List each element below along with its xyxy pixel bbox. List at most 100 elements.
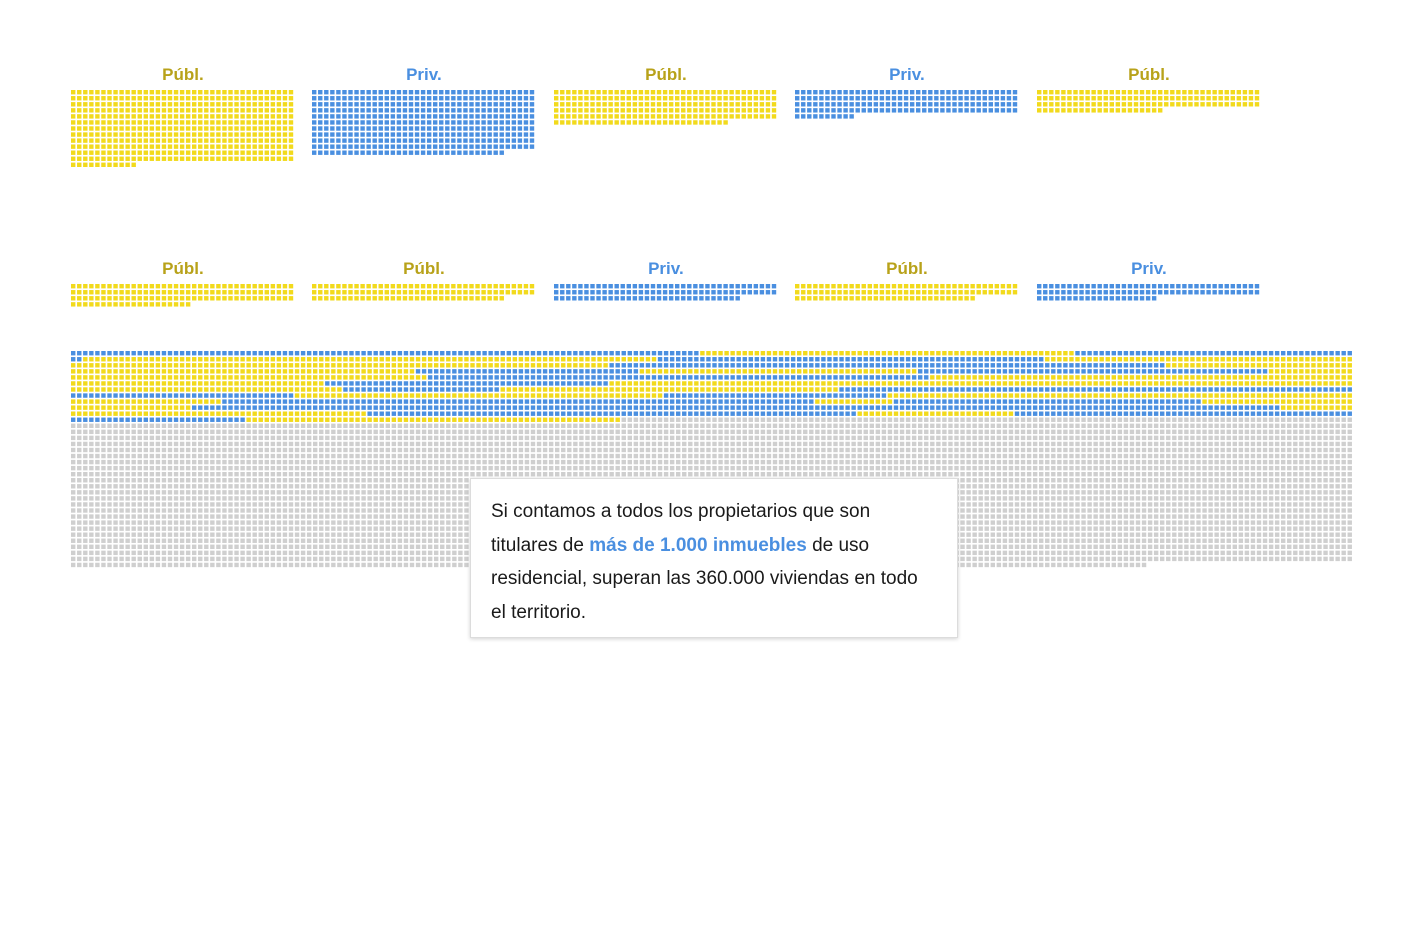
owner-unit-cell	[994, 90, 1000, 95]
private-unit-cell	[1202, 387, 1207, 392]
public-unit-cell	[1087, 357, 1092, 362]
owner-unit-cell	[1212, 90, 1217, 95]
other-unit-cell	[669, 429, 675, 435]
public-unit-cell	[1287, 393, 1292, 398]
public-unit-cell	[379, 369, 384, 374]
public-unit-cell	[797, 381, 802, 386]
owner-unit-cell	[77, 156, 82, 161]
owner-unit-cell	[204, 126, 209, 131]
owner-unit-cell	[668, 284, 674, 289]
owner-unit-cell	[288, 90, 294, 95]
owner-unit-cell	[119, 120, 124, 125]
public-unit-cell	[167, 357, 173, 362]
private-unit-cell	[651, 399, 657, 404]
owner-unit-cell	[222, 126, 227, 131]
public-unit-cell	[1238, 381, 1244, 386]
public-unit-cell	[282, 411, 288, 416]
owner-unit-cell	[270, 96, 276, 101]
private-unit-cell	[452, 381, 457, 386]
owner-unit-cell	[560, 120, 565, 125]
other-unit-cell	[452, 429, 457, 435]
owner-unit-cell	[318, 150, 323, 155]
private-unit-cell	[784, 411, 790, 416]
other-unit-cell	[1196, 417, 1201, 422]
public-unit-cell	[1202, 357, 1207, 362]
owner-unit-cell	[487, 138, 492, 143]
private-unit-cell	[536, 369, 542, 374]
private-unit-cell	[1129, 387, 1135, 392]
owner-unit-cell	[693, 120, 698, 125]
public-unit-cell	[270, 387, 276, 392]
owner-unit-cell	[107, 144, 112, 149]
owner-unit-cell	[390, 102, 396, 107]
owner-unit-cell	[644, 102, 650, 107]
owner-unit-cell	[143, 144, 148, 149]
owner-unit-cell	[348, 138, 353, 143]
owner-unit-cell	[668, 96, 674, 101]
private-unit-cell	[875, 393, 881, 398]
owner-unit-cell	[1079, 102, 1084, 107]
other-unit-cell	[1105, 423, 1110, 428]
owner-unit-cell	[481, 284, 486, 289]
private-unit-cell	[1111, 369, 1116, 374]
owner-unit-cell	[246, 96, 251, 101]
private-unit-cell	[216, 393, 221, 398]
other-unit-cell	[1099, 429, 1104, 435]
owner-unit-cell	[596, 120, 601, 125]
owner-unit-cell	[252, 144, 257, 149]
private-unit-cell	[918, 363, 923, 368]
private-unit-cell	[488, 387, 493, 392]
public-unit-cell	[1032, 381, 1038, 386]
owner-unit-cell	[131, 138, 136, 143]
owner-unit-cell	[258, 96, 263, 101]
private-unit-cell	[905, 375, 911, 380]
private-unit-cell	[1093, 351, 1098, 356]
public-unit-cell	[694, 381, 699, 386]
other-unit-cell	[264, 429, 269, 435]
public-unit-cell	[1202, 393, 1207, 398]
owner-unit-cell	[433, 132, 438, 137]
private-unit-cell	[452, 375, 457, 380]
private-unit-cell	[567, 351, 572, 356]
private-unit-cell	[1002, 357, 1008, 362]
public-unit-cell	[192, 399, 197, 404]
public-unit-cell	[167, 399, 173, 404]
public-unit-cell	[924, 351, 929, 356]
private-unit-cell	[833, 357, 838, 362]
owner-unit-cell	[264, 108, 269, 113]
other-unit-cell	[839, 429, 844, 435]
private-unit-cell	[1099, 405, 1104, 410]
owner-unit-cell	[372, 144, 377, 149]
owner-unit-cell	[372, 284, 377, 289]
owner-unit-cell	[481, 296, 486, 301]
private-unit-cell	[1099, 411, 1104, 416]
owner-unit-cell	[89, 132, 94, 137]
owner-unit-cell	[795, 296, 800, 301]
other-unit-cell	[349, 423, 354, 428]
private-unit-cell	[1008, 369, 1014, 374]
public-unit-cell	[905, 393, 911, 398]
owner-unit-cell	[71, 114, 76, 119]
private-unit-cell	[978, 357, 983, 362]
owner-unit-cell	[258, 108, 263, 113]
owner-unit-cell	[813, 90, 818, 95]
other-unit-cell	[815, 417, 820, 422]
owner-unit-cell	[523, 102, 529, 107]
private-unit-cell	[113, 393, 118, 398]
private-unit-cell	[1153, 405, 1159, 410]
owner-unit-cell	[161, 150, 167, 155]
owner-unit-cell	[402, 96, 408, 101]
public-unit-cell	[609, 387, 614, 392]
owner-unit-cell	[590, 114, 595, 119]
private-unit-cell	[718, 405, 723, 410]
public-unit-cell	[567, 393, 572, 398]
public-unit-cell	[1305, 375, 1310, 380]
private-unit-cell	[621, 369, 626, 374]
public-unit-cell	[784, 387, 790, 392]
public-unit-cell	[669, 369, 675, 374]
owner-unit-cell	[252, 156, 257, 161]
public-unit-cell	[458, 357, 463, 362]
owner-unit-cell	[167, 302, 173, 307]
public-unit-cell	[373, 375, 378, 380]
other-unit-cell	[252, 429, 257, 435]
